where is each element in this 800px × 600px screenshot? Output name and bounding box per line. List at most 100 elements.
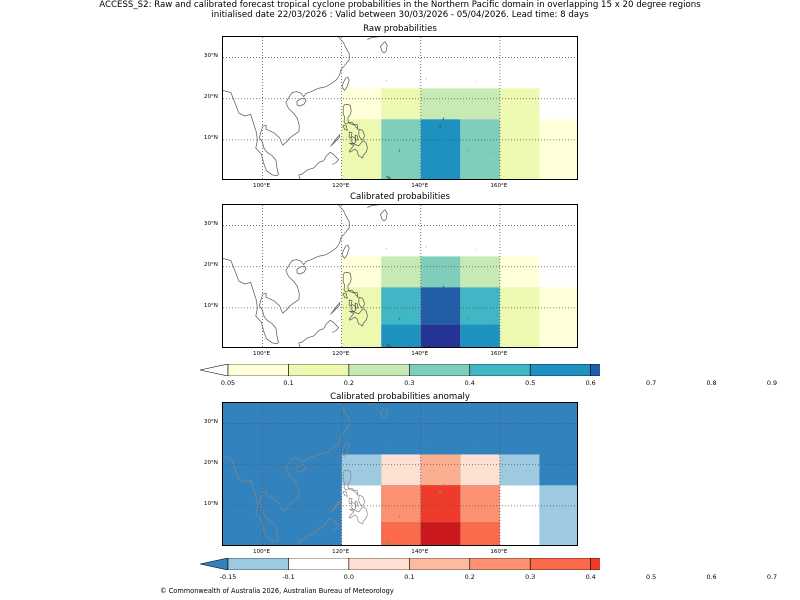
probability-cell	[499, 88, 540, 120]
probability-cell	[460, 324, 500, 347]
probability-cell	[381, 256, 421, 288]
coastline	[342, 104, 359, 131]
colorbar-tick-label: 0.2	[464, 573, 475, 581]
coastline	[380, 209, 388, 222]
colorbar-swatch	[227, 364, 289, 376]
coastline	[398, 149, 401, 152]
colorbar-swatch	[348, 558, 410, 570]
probability-cell	[381, 287, 421, 325]
latitude-tick-label: 10°N	[203, 500, 218, 507]
colorbar-tick-label: 0.3	[525, 573, 536, 581]
probability-cell	[460, 119, 500, 179]
probability-cell	[460, 454, 500, 486]
panel-title-raw: Raw probabilities	[363, 24, 437, 34]
latitude-tick-label: 10°N	[203, 134, 218, 141]
anomaly-colorbar	[200, 558, 600, 570]
coastline	[296, 97, 307, 107]
probability-cell	[499, 119, 540, 179]
probability-cell	[499, 256, 540, 288]
colorbar-tick-label: 0.9	[766, 379, 778, 387]
coastline	[438, 124, 442, 128]
panel-title-anomaly: Calibrated probabilities anomaly	[330, 392, 470, 402]
longitude-tick-label: 100°E	[253, 549, 271, 555]
latitude-tick-label: 20°N	[203, 459, 218, 466]
probability-cell	[341, 485, 382, 545]
coastline	[380, 407, 388, 420]
probability-cell	[381, 88, 421, 120]
colorbar-tick-label: -0.15	[219, 573, 237, 581]
longitude-tick-label: 160°E	[490, 549, 508, 555]
coastline	[348, 506, 368, 525]
coastline	[398, 317, 401, 320]
coastline	[386, 343, 392, 347]
anomaly-map	[222, 402, 578, 546]
main-title-line2: initialised date 22/03/2026 : Valid betw…	[211, 10, 589, 20]
coastline	[223, 37, 350, 177]
coastline	[367, 205, 379, 208]
coastline	[367, 403, 379, 406]
latitude-tick-label: 20°N	[203, 261, 218, 268]
latitude-tick-label: 20°N	[203, 93, 218, 100]
copyright-notice: © Commonwealth of Australia 2026, Austra…	[160, 587, 394, 595]
colorbar-under-triangle	[200, 364, 229, 376]
colorbar-tick-label: 0.7	[766, 573, 778, 581]
longitude-tick-label: 120°E	[332, 549, 350, 555]
probability-cell	[499, 454, 540, 486]
longitude-tick-label: 160°E	[490, 351, 508, 357]
colorbar-tick-label: 0.3	[404, 379, 415, 387]
colorbar-tick-label: 0.5	[646, 573, 657, 581]
longitude-tick-label: 120°E	[332, 351, 350, 357]
colorbar-tick-label: 0.5	[525, 379, 536, 387]
coastline	[298, 517, 339, 545]
colorbar-tick-label: 0.0	[343, 573, 354, 581]
colorbar-tick-label: 0.6	[706, 573, 717, 581]
coastline	[298, 151, 339, 179]
colorbar-swatch	[288, 558, 350, 570]
coastline	[354, 134, 359, 141]
coastline	[348, 299, 353, 306]
panel-title-calibrated: Calibrated probabilities	[349, 192, 451, 202]
coastline	[330, 133, 341, 147]
coastline	[438, 490, 442, 494]
coastline	[341, 244, 350, 259]
coastline	[342, 272, 359, 299]
probability-cell	[420, 522, 461, 545]
probability-cell	[381, 522, 421, 545]
coastline	[386, 175, 392, 179]
colorbar-swatch	[469, 364, 531, 376]
colorbar-tick-label: -0.1	[282, 573, 295, 581]
colorbar-under-triangle	[200, 558, 229, 570]
colorbar-swatch	[529, 558, 591, 570]
probability-cell	[460, 522, 500, 545]
coastline	[341, 442, 350, 457]
probability-cell	[341, 88, 382, 120]
coastline	[348, 497, 353, 504]
probability-cell	[539, 485, 577, 545]
colorbar-tick-label: 0.05	[220, 379, 236, 387]
probability-cell	[539, 287, 577, 347]
colorbar-swatch	[590, 558, 600, 570]
probability-cell	[539, 119, 577, 179]
longitude-tick-label: 100°E	[253, 183, 271, 189]
coastline	[296, 265, 307, 275]
coastline	[223, 205, 350, 345]
colorbar-swatch	[227, 558, 289, 570]
probability-colorbar	[200, 364, 600, 376]
colorbar-swatch	[409, 558, 471, 570]
raw-probability-map	[222, 36, 578, 180]
longitude-tick-label: 140°E	[411, 549, 429, 555]
probability-cell	[381, 119, 421, 179]
colorbar-swatch	[409, 364, 471, 376]
colorbar-swatch	[469, 558, 531, 570]
coastline	[348, 140, 368, 159]
coastline	[341, 76, 350, 91]
coastline	[342, 470, 359, 497]
probability-cell	[420, 256, 461, 288]
probability-cell	[381, 485, 421, 523]
coastline	[358, 494, 365, 506]
probability-cell	[341, 454, 382, 486]
probability-cell	[341, 119, 382, 179]
coastline	[348, 131, 353, 138]
coastline	[367, 37, 379, 40]
main-title-line1: ACCESS_S2: Raw and calibrated forecast t…	[99, 0, 701, 10]
